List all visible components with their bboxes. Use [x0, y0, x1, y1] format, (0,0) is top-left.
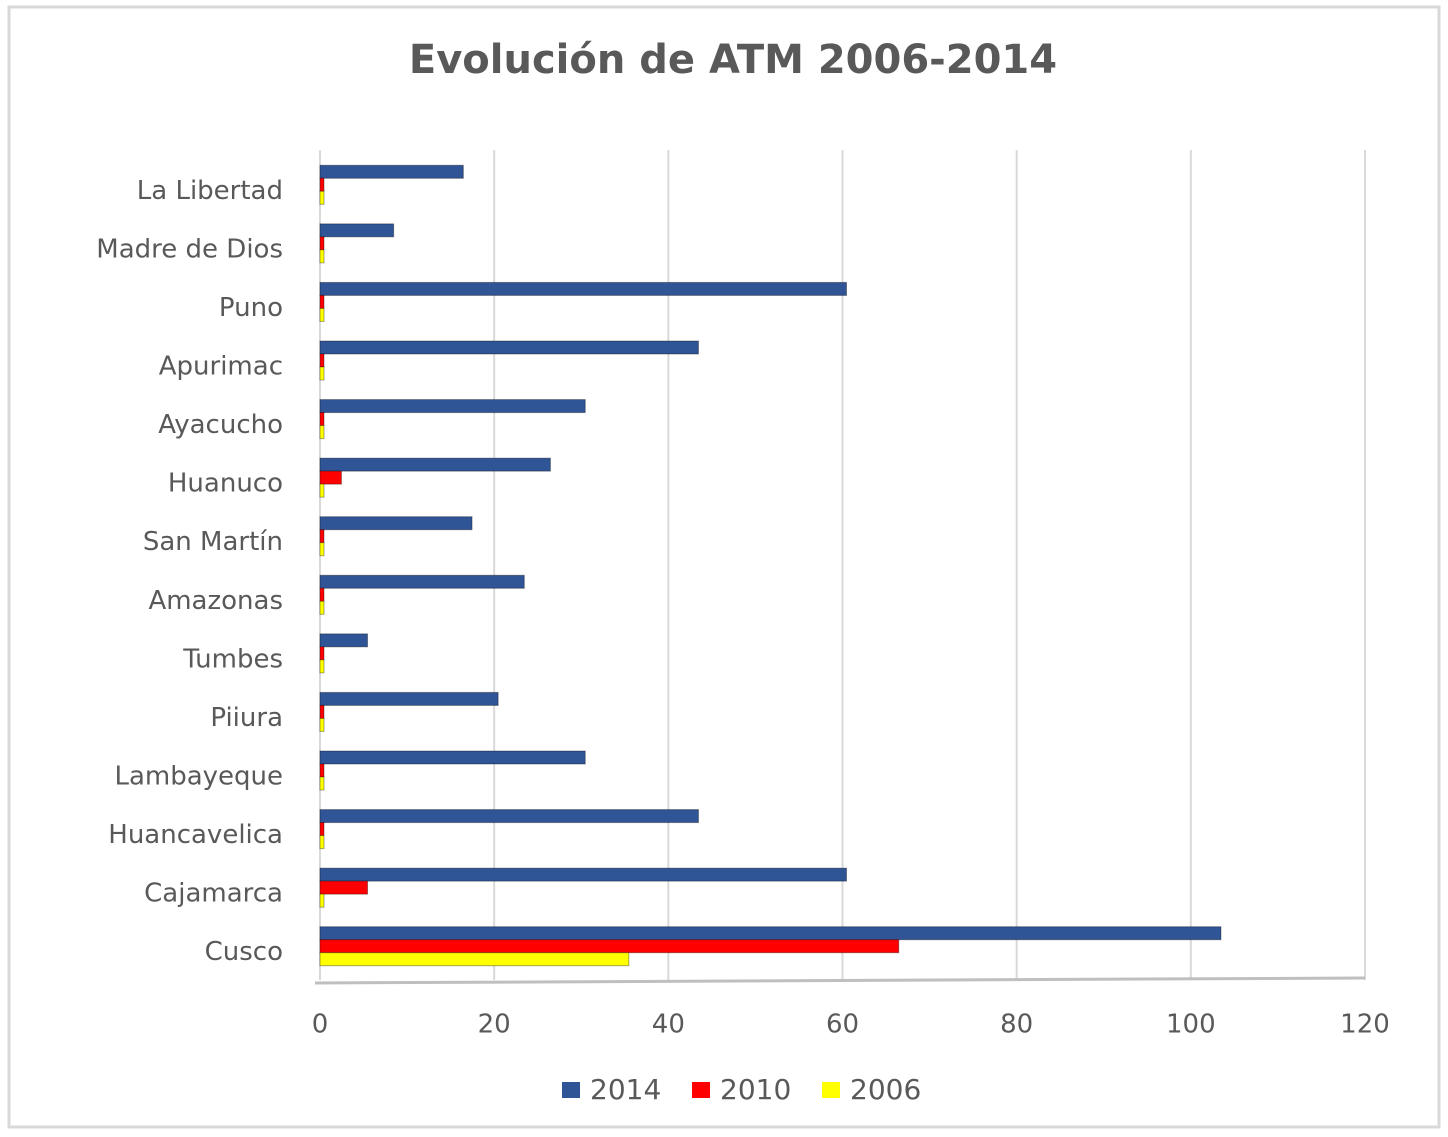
y-tick-label: Amazonas: [148, 586, 283, 616]
bar: [319, 600, 325, 615]
x-tick-label: 20: [478, 1010, 511, 1040]
bar: [319, 425, 325, 440]
bar: [319, 294, 325, 309]
y-tick-label: Puno: [219, 293, 283, 323]
bar: [319, 763, 325, 778]
y-tick-label: Ayacucho: [158, 410, 283, 440]
y-tick-label: Apurimac: [159, 352, 283, 382]
bar: [319, 281, 847, 296]
legend-label: 2006: [850, 1073, 921, 1106]
bar: [319, 750, 586, 765]
bar: [319, 249, 325, 264]
bar: [319, 822, 325, 837]
y-tick-label: Piiura: [210, 703, 283, 733]
x-tick-label: 40: [652, 1010, 685, 1040]
bar: [319, 516, 473, 531]
bar: [319, 691, 499, 706]
chart-title: Evolución de ATM 2006-2014: [409, 37, 1057, 83]
y-tick-label: Tumbes: [182, 644, 283, 674]
bar: [319, 529, 325, 544]
bar: [319, 483, 325, 498]
legend-swatch: [692, 1082, 710, 1098]
bar: [319, 542, 325, 557]
bar: [319, 587, 325, 602]
bar: [319, 366, 325, 381]
x-axis: [314, 976, 1366, 985]
x-tick-label: 60: [826, 1010, 859, 1040]
legend-label: 2010: [720, 1073, 791, 1106]
bar: [319, 776, 325, 791]
y-tick-label: Lambayeque: [114, 762, 283, 792]
y-tick-label: Madre de Dios: [96, 234, 283, 264]
bar: [319, 893, 325, 908]
bar: [319, 190, 325, 205]
bar: [319, 236, 325, 251]
legend-label: 2014: [590, 1073, 661, 1106]
bar: [319, 835, 325, 850]
x-tick-label: 120: [1340, 1010, 1390, 1040]
bar: [319, 659, 325, 674]
bar: [319, 353, 325, 368]
bar: [319, 633, 369, 648]
bar: [319, 177, 325, 192]
y-tick-label: Cajamarca: [144, 879, 283, 909]
bar: [319, 457, 551, 472]
x-tick-label: 80: [1000, 1010, 1033, 1040]
legend-swatch: [822, 1082, 840, 1098]
bar: [319, 939, 900, 954]
y-tick-label: Cusco: [205, 937, 283, 967]
x-tick-label: 100: [1166, 1010, 1216, 1040]
x-tick-label: 0: [312, 1010, 329, 1040]
bar: [319, 880, 369, 895]
bar: [319, 867, 847, 882]
bar: [319, 307, 325, 322]
bar: [319, 470, 342, 485]
legend-swatch: [562, 1082, 580, 1098]
y-tick-label: Huancavelica: [108, 820, 283, 850]
bar: [319, 717, 325, 732]
bar: [319, 399, 586, 414]
bar: [319, 164, 464, 179]
y-tick-label: La Libertad: [137, 176, 283, 206]
bar: [319, 646, 325, 661]
bar: [319, 223, 395, 238]
bar: [319, 340, 699, 355]
bar: [319, 574, 525, 589]
bar: [319, 704, 325, 719]
bar: [319, 412, 325, 427]
bar: [319, 952, 630, 967]
y-tick-label: Huanuco: [168, 469, 283, 499]
bar: [319, 926, 1222, 941]
y-tick-label: San Martín: [143, 527, 283, 557]
bar: [319, 809, 699, 824]
